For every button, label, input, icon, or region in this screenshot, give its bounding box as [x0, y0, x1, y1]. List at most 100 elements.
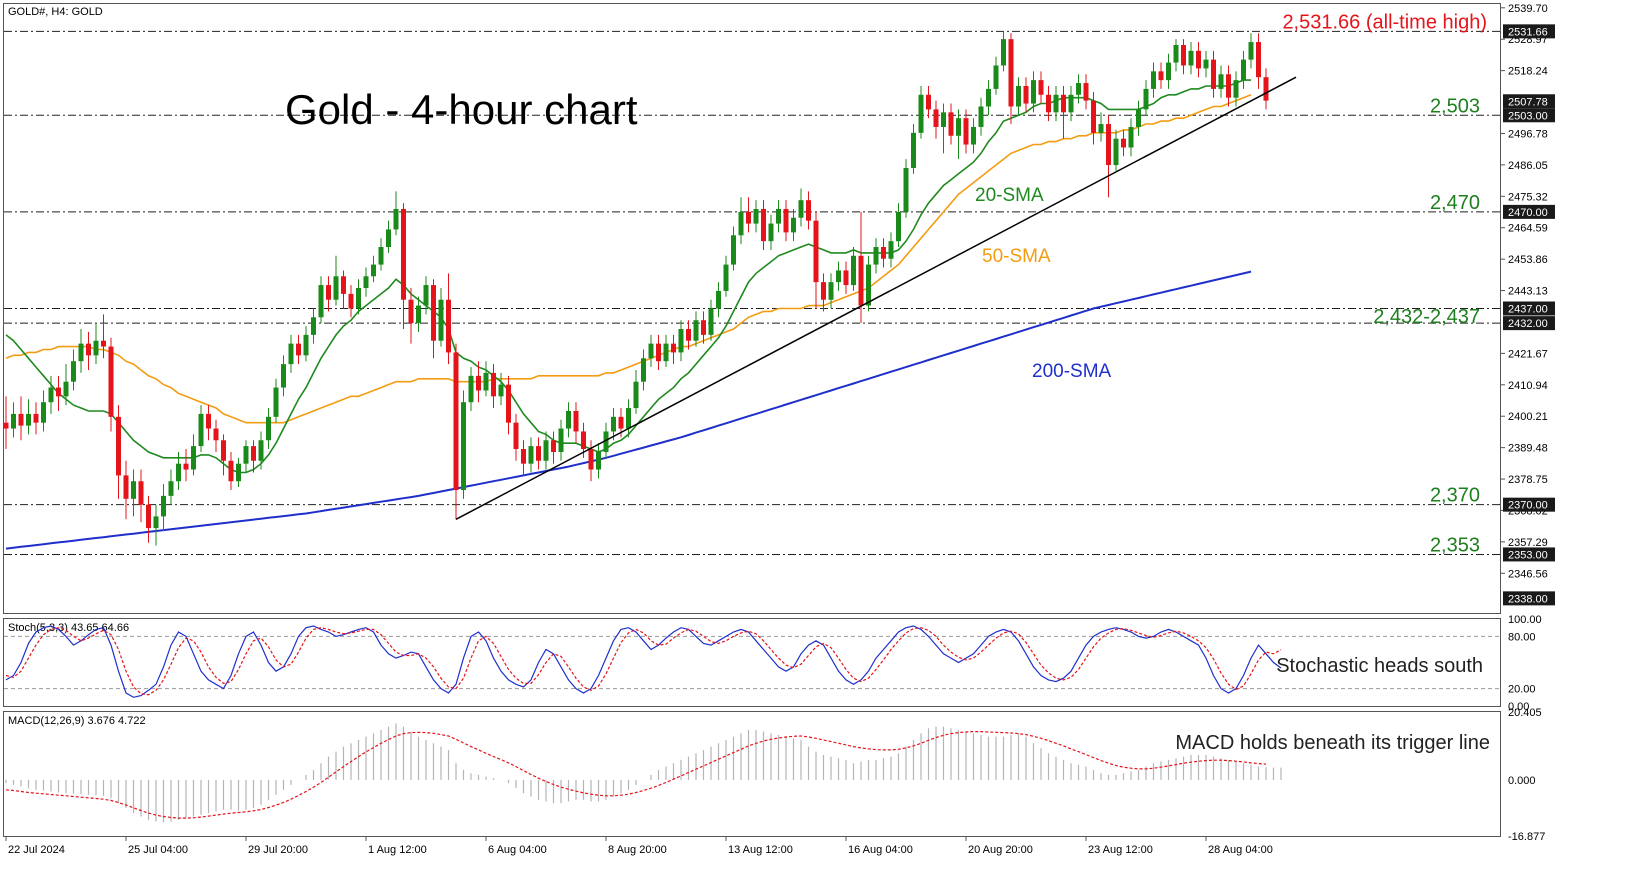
- candle-body: [1016, 85, 1021, 107]
- candle-body: [33, 413, 39, 423]
- candle-body: [56, 387, 61, 397]
- candle-body: [176, 463, 181, 482]
- candle-body: [153, 516, 159, 529]
- candle-body: [86, 343, 91, 356]
- candle-body: [896, 211, 901, 242]
- candle-body: [911, 132, 916, 168]
- price-pane-frame: [3, 3, 1501, 614]
- price-tick-label: 2389.48: [1508, 443, 1548, 455]
- candle-body: [956, 118, 961, 136]
- candle-body: [701, 320, 706, 335]
- candle-body: [453, 352, 459, 491]
- price-tag-bg: [1503, 94, 1555, 109]
- candle-body: [483, 372, 489, 391]
- candle-body: [1181, 44, 1186, 66]
- candle-body: [1098, 124, 1104, 133]
- candle-body: [558, 428, 564, 452]
- candle-body: [26, 413, 31, 426]
- candle-body: [296, 343, 301, 356]
- candle-body: [753, 208, 759, 224]
- price-tag-bg: [1503, 108, 1555, 123]
- candle-body: [416, 305, 421, 324]
- candle-body: [693, 320, 699, 341]
- candle-body: [918, 94, 924, 133]
- candle-body: [1188, 50, 1194, 66]
- candle-body: [761, 208, 766, 242]
- macd-pane-frame: [3, 711, 1501, 837]
- macd-signal-line: [5, 730, 1267, 819]
- level-label: 2,470: [1430, 192, 1480, 214]
- price-tick-label: 2421.67: [1508, 348, 1548, 360]
- candle-body: [603, 431, 609, 452]
- candle-body: [378, 247, 384, 265]
- candle-body: [656, 343, 661, 362]
- candle-body: [1061, 94, 1066, 113]
- candle-body: [18, 413, 24, 426]
- sma-200-label: 200-SMA: [1032, 361, 1112, 382]
- candle-body: [228, 460, 234, 482]
- level-label: 2,531.66 (all-time high): [1282, 11, 1487, 33]
- candle-body: [648, 343, 654, 359]
- price-tick-label: 2346.56: [1508, 568, 1548, 580]
- candle-body: [836, 270, 841, 283]
- candle-body: [663, 343, 669, 362]
- candle-body: [1038, 80, 1044, 95]
- candle-body: [101, 340, 106, 347]
- candle-body: [1031, 80, 1036, 104]
- candle-body: [446, 299, 451, 353]
- candle-body: [1248, 42, 1254, 60]
- candle-body: [243, 446, 249, 464]
- candle-body: [1136, 109, 1141, 127]
- price-tag-label: 2531.66: [1508, 26, 1548, 38]
- level-label: 2,353: [1430, 534, 1480, 556]
- candle-body: [843, 270, 849, 286]
- price-tick-label: 2464.59: [1508, 223, 1548, 235]
- candle-body: [971, 126, 976, 145]
- candle-body: [311, 317, 316, 335]
- candle-body: [791, 217, 796, 233]
- candle-body: [551, 440, 556, 452]
- price-axis: 2539.702528.972518.242496.782486.052475.…: [1500, 3, 1555, 843]
- time-tick-label: 22 Jul 2024: [8, 844, 65, 856]
- candle-body: [1196, 50, 1201, 69]
- candle-body: [1226, 74, 1231, 98]
- stoch-title: Stoch(5,3,3) 43.65 64.66: [8, 622, 129, 634]
- candle-body: [348, 293, 354, 309]
- candle-body: [131, 481, 136, 499]
- candle-body: [1218, 74, 1224, 89]
- candle-body: [476, 375, 481, 391]
- candle-body: [566, 410, 571, 429]
- candle-body: [588, 449, 594, 470]
- price-tag-label: 2437.00: [1508, 304, 1548, 316]
- candle-body: [641, 358, 646, 382]
- price-tag-label: 2370.00: [1508, 500, 1548, 512]
- candle-body: [768, 223, 774, 242]
- candle-body: [1106, 124, 1111, 166]
- stoch-tick-label: 80.00: [1508, 631, 1536, 643]
- candle-body: [281, 364, 286, 388]
- sma-20-label: 20-SMA: [975, 185, 1044, 206]
- candle-body: [401, 208, 406, 300]
- price-tag-bg: [1503, 316, 1555, 331]
- candle-body: [1233, 80, 1239, 98]
- candle-body: [543, 440, 549, 461]
- candle-body: [926, 94, 931, 110]
- candle-body: [251, 446, 256, 461]
- candle-body: [1113, 138, 1119, 166]
- candle-body: [123, 475, 129, 499]
- candle-body: [168, 481, 174, 496]
- candle-body: [798, 200, 804, 218]
- candle-body: [941, 112, 946, 127]
- price-pane: 2,531.66 (all-time high) 2,503 2,470 2,432-…: [3, 6, 1500, 556]
- candle-body: [1053, 94, 1059, 113]
- candle-body: [678, 328, 684, 353]
- sma-50-group: [5, 94, 1252, 424]
- candle-body: [326, 285, 331, 300]
- price-tick-label: 2539.70: [1508, 3, 1548, 15]
- candle-body: [858, 255, 864, 306]
- level-label: 2,432-2,437: [1373, 306, 1480, 328]
- candle-body: [528, 446, 534, 464]
- candle-body: [11, 413, 16, 429]
- candle-body: [1008, 39, 1014, 107]
- sma-50-line: [5, 94, 1252, 424]
